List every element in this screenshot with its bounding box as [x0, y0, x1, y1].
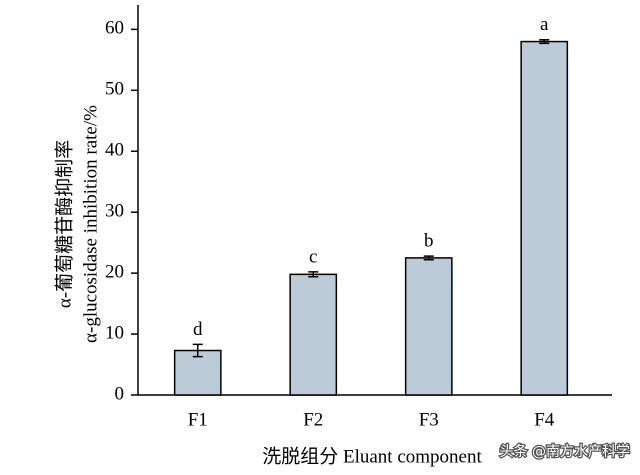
- x-tick-label: F4: [534, 409, 555, 430]
- x-axis-label: 洗脱组分 Eluant component: [262, 445, 482, 467]
- y-tick-label: 0: [115, 383, 125, 404]
- bar: [520, 40, 569, 396]
- error-bar: [423, 255, 434, 261]
- y-tick-label: 60: [105, 18, 124, 39]
- significance-label: a: [540, 14, 549, 35]
- y-axis-label: α-glucosidase inhibition rate/%: [80, 105, 101, 343]
- y-tick-label: 30: [105, 201, 124, 222]
- y-axis-label: α-葡萄糖苷酶抑制率: [53, 140, 75, 308]
- error-bar: [192, 343, 203, 358]
- y-tick-label: 20: [105, 261, 124, 282]
- watermark: 头条 @南方水产科学: [500, 443, 630, 460]
- significance-label: c: [309, 246, 317, 267]
- bar: [289, 273, 338, 396]
- y-tick-label: 10: [105, 322, 124, 343]
- error-bar: [308, 271, 319, 278]
- y-tick-label: 40: [105, 140, 124, 161]
- bar: [404, 257, 453, 396]
- x-tick-label: F1: [188, 409, 208, 430]
- error-bar: [539, 38, 550, 45]
- significance-label: b: [424, 230, 434, 251]
- x-tick-label: F3: [419, 409, 439, 430]
- significance-label: d: [193, 319, 203, 340]
- x-tick-label: F2: [303, 409, 323, 430]
- y-tick-label: 50: [105, 79, 124, 100]
